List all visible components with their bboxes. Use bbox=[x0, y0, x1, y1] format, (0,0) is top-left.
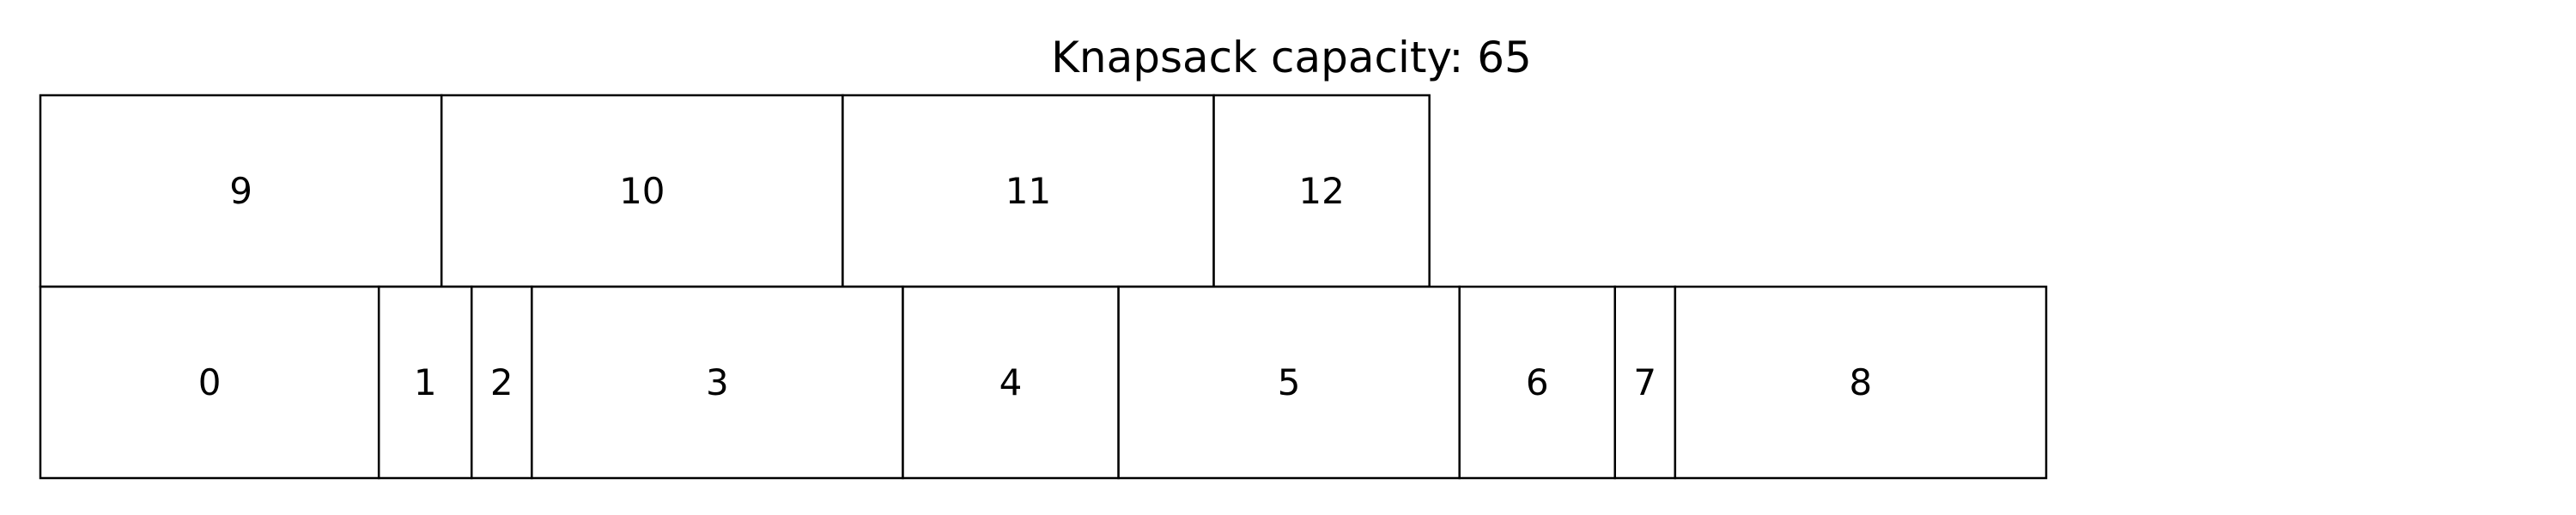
item-box-5 bbox=[1117, 285, 1461, 480]
item-box-0 bbox=[39, 285, 380, 480]
item-rows: 9 10 11 120 1 2 3 4 5 6 7 8 bbox=[39, 94, 2048, 480]
item-box-7 bbox=[1613, 285, 1677, 480]
item-label-9: 9 bbox=[229, 170, 252, 212]
item-label-6: 6 bbox=[1526, 361, 1549, 403]
bottom-row: 0 1 2 3 4 5 6 7 8 bbox=[39, 285, 2048, 480]
item-label-12: 12 bbox=[1298, 170, 1344, 212]
item-box-9 bbox=[39, 94, 443, 288]
item-label-3: 3 bbox=[706, 361, 729, 403]
item-box-10 bbox=[440, 94, 844, 288]
item-box-12 bbox=[1212, 94, 1431, 288]
top-row: 9 10 11 12 bbox=[39, 94, 1431, 288]
item-box-4 bbox=[902, 285, 1120, 480]
item-label-0: 0 bbox=[198, 361, 222, 403]
item-label-1: 1 bbox=[414, 361, 437, 403]
item-label-5: 5 bbox=[1278, 361, 1301, 403]
item-box-1 bbox=[377, 285, 473, 480]
item-label-2: 2 bbox=[490, 361, 513, 403]
item-box-2 bbox=[470, 285, 533, 480]
item-label-7: 7 bbox=[1633, 361, 1656, 403]
item-label-11: 11 bbox=[1005, 170, 1051, 212]
item-label-10: 10 bbox=[619, 170, 665, 212]
diagram-title: Knapsack capacity: 65 bbox=[1051, 33, 1532, 82]
item-box-3 bbox=[531, 285, 904, 480]
item-box-8 bbox=[1674, 285, 2048, 480]
item-box-11 bbox=[841, 94, 1215, 288]
item-label-4: 4 bbox=[999, 361, 1023, 403]
item-label-8: 8 bbox=[1850, 361, 1873, 403]
